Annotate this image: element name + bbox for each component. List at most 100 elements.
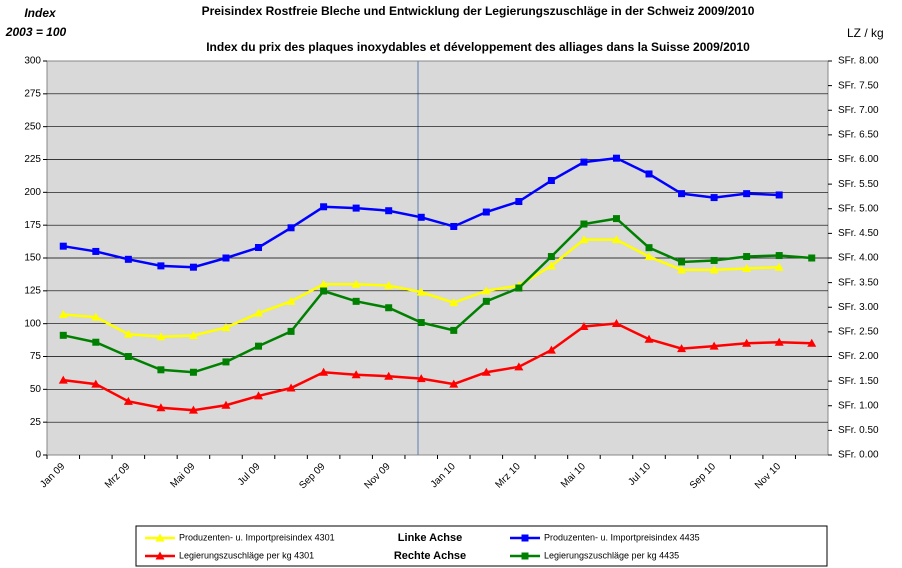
y2-tick-label: SFr. 3.50 [838, 277, 879, 288]
marker [807, 338, 817, 347]
y-tick-label: 25 [30, 417, 42, 428]
marker [287, 224, 295, 232]
marker [709, 341, 719, 350]
legend-label: Produzenten- u. Importpreisindex 4301 [179, 532, 335, 542]
marker [320, 203, 328, 211]
series-line [63, 322, 812, 412]
marker [742, 338, 752, 347]
marker [58, 309, 68, 318]
marker [710, 256, 718, 264]
marker [91, 312, 101, 321]
y2-tick-label: SFr. 8.00 [838, 56, 879, 67]
y-tick-label: 125 [24, 285, 41, 296]
y2-tick-label: SFr. 1.00 [838, 400, 879, 411]
marker [59, 242, 67, 250]
y2-tick-label: SFr. 2.00 [838, 351, 879, 362]
y-label: 2003 = 100 [5, 25, 67, 39]
y2-tick-label: SFr. 6.50 [838, 130, 879, 141]
marker [547, 253, 555, 261]
marker [774, 337, 784, 346]
legend [135, 525, 828, 567]
x-tick-label: Mai 09 [168, 461, 197, 490]
marker [221, 400, 231, 409]
marker [481, 367, 491, 376]
marker [123, 329, 133, 338]
marker [352, 297, 360, 305]
marker [92, 338, 100, 346]
marker [155, 551, 165, 560]
y-tick-label: 225 [24, 154, 41, 165]
marker [188, 405, 198, 414]
marker [384, 371, 394, 380]
marker [644, 252, 654, 261]
y-tick-label: 300 [24, 56, 41, 67]
y2-tick-label: SFr. 5.00 [838, 203, 879, 214]
y-tick-label: 0 [35, 450, 41, 461]
marker [743, 190, 751, 198]
marker [612, 215, 620, 223]
marker [546, 345, 556, 354]
y2-tick-label: SFr. 0.00 [838, 450, 879, 461]
marker [416, 374, 426, 383]
marker [385, 207, 393, 215]
marker [515, 284, 523, 292]
marker [124, 255, 132, 263]
y2-tick-label: SFr. 1.50 [838, 376, 879, 387]
marker [644, 334, 654, 343]
marker [58, 375, 68, 384]
marker [221, 323, 231, 332]
marker [677, 344, 687, 353]
marker [580, 158, 588, 166]
marker [319, 367, 329, 376]
marker [124, 353, 132, 360]
chart-subtitle: Index du prix des plaques inoxydables et… [206, 40, 750, 54]
marker [775, 252, 783, 260]
marker [449, 379, 459, 388]
marker [678, 258, 686, 266]
marker [287, 327, 295, 335]
marker [645, 170, 653, 178]
marker [449, 298, 459, 307]
marker [645, 244, 653, 252]
marker [579, 235, 589, 244]
marker [319, 279, 329, 288]
y2-tick-label: SFr. 7.00 [838, 105, 879, 116]
legend-label: Legierungszuschläge per kg 4301 [179, 550, 314, 560]
x-tick-label: Sep 09 [297, 461, 327, 491]
marker [255, 243, 263, 251]
marker [352, 204, 360, 212]
marker [521, 534, 529, 542]
marker [417, 319, 425, 327]
series-line [63, 217, 812, 374]
x-tick-label: Jul 09 [236, 461, 263, 488]
marker [286, 296, 296, 305]
x-tick-label: Sep 10 [688, 461, 718, 491]
marker [678, 190, 686, 198]
marker [123, 396, 133, 405]
marker [254, 391, 264, 400]
legend-group: Rechte Achse [394, 550, 466, 562]
marker [775, 191, 783, 199]
marker [255, 342, 263, 350]
marker [742, 264, 752, 273]
marker [156, 332, 166, 341]
legend-label: Legierungszuschläge per kg 4435 [544, 550, 679, 560]
x-tick-label: Nov 10 [753, 461, 783, 491]
marker [515, 198, 523, 206]
marker [416, 287, 426, 296]
marker [59, 331, 67, 339]
marker [155, 533, 165, 542]
marker [157, 366, 165, 374]
marker [580, 220, 588, 228]
y-tick-label: 175 [24, 220, 41, 231]
marker [91, 379, 101, 388]
x-tick-label: Mrz 09 [103, 461, 133, 491]
legend-label: Produzenten- u. Importpreisindex 4435 [544, 532, 700, 542]
marker [222, 358, 230, 366]
marker [481, 286, 491, 295]
marker [546, 261, 556, 270]
marker [157, 262, 165, 270]
y2-tick-label: SFr. 7.50 [838, 80, 879, 91]
marker [189, 368, 197, 376]
